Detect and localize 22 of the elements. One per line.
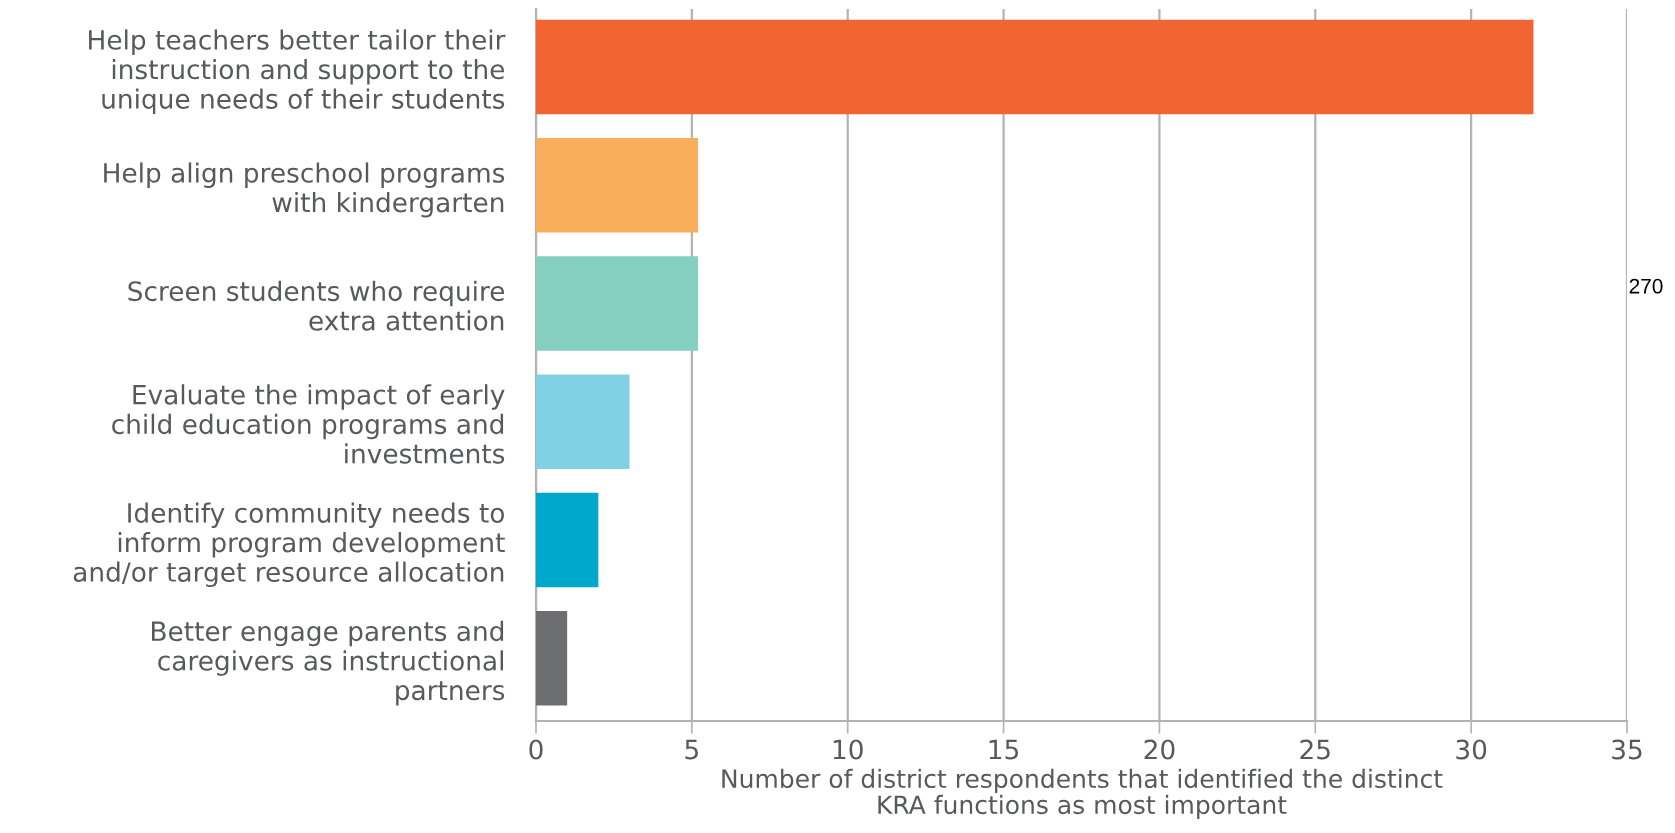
- x-tick-label: 30: [1456, 739, 1487, 760]
- bar: [536, 19, 1534, 115]
- bar: [536, 611, 568, 706]
- x-tick-label: 15: [989, 739, 1019, 760]
- y-tick-label: Evaluate the impact of early child education programs and investments: [112, 384, 505, 464]
- x-tick-label: 25: [1300, 739, 1330, 760]
- y-tick-label: Better engage parents and caregivers as instructional partners: [152, 620, 505, 706]
- bar: [536, 256, 699, 351]
- bar: [536, 492, 599, 588]
- y-tick-label: Screen students who require extra attention: [128, 280, 505, 331]
- x-axis-title: Number of district respondents that identified the distinct KRA functions as most important: [722, 768, 1443, 820]
- x-tick-label: 0: [529, 739, 543, 760]
- y-tick-label: Identify community needs to inform program development and/or target resource allocation: [73, 502, 505, 588]
- y-tick-label: Help teachers better tailor their instruction and support to the unique needs of their students: [89, 29, 506, 115]
- x-tick-label: 35: [1612, 739, 1642, 760]
- y-tick-label: Help align preschool programs with kindergarten: [104, 162, 505, 218]
- x-tick-label: 5: [685, 739, 698, 760]
- x-tick-label: 10: [833, 739, 863, 760]
- text: 270: [1629, 278, 1663, 294]
- bar: [536, 137, 699, 233]
- x-tick-label: 20: [1144, 739, 1175, 760]
- bar: [536, 374, 630, 470]
